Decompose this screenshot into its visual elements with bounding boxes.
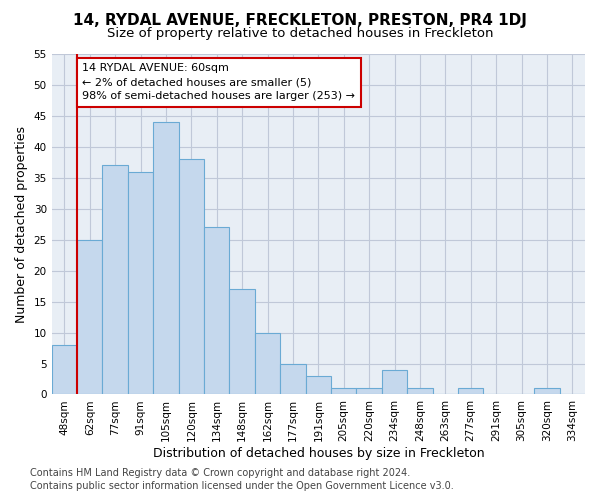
Bar: [179, 159, 204, 394]
Bar: [128, 172, 153, 394]
Bar: [534, 388, 560, 394]
Bar: [77, 240, 103, 394]
Text: 14, RYDAL AVENUE, FRECKLETON, PRESTON, PR4 1DJ: 14, RYDAL AVENUE, FRECKLETON, PRESTON, P…: [73, 12, 527, 28]
Y-axis label: Number of detached properties: Number of detached properties: [15, 126, 28, 322]
Bar: [382, 370, 407, 394]
Bar: [305, 376, 331, 394]
Text: 14 RYDAL AVENUE: 60sqm
← 2% of detached houses are smaller (5)
98% of semi-detac: 14 RYDAL AVENUE: 60sqm ← 2% of detached …: [82, 64, 355, 102]
Bar: [153, 122, 179, 394]
Bar: [103, 166, 128, 394]
Bar: [52, 345, 77, 395]
Text: Size of property relative to detached houses in Freckleton: Size of property relative to detached ho…: [107, 28, 493, 40]
Bar: [229, 289, 255, 395]
Bar: [331, 388, 356, 394]
Bar: [356, 388, 382, 394]
Bar: [204, 228, 229, 394]
Bar: [280, 364, 305, 394]
X-axis label: Distribution of detached houses by size in Freckleton: Distribution of detached houses by size …: [152, 447, 484, 460]
Bar: [458, 388, 484, 394]
Bar: [407, 388, 433, 394]
Bar: [255, 332, 280, 394]
Text: Contains HM Land Registry data © Crown copyright and database right 2024.
Contai: Contains HM Land Registry data © Crown c…: [30, 468, 454, 491]
